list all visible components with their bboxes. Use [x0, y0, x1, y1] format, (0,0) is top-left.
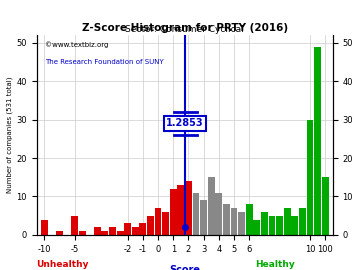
Text: Unhealthy: Unhealthy: [36, 260, 89, 269]
Bar: [124, 223, 131, 235]
Bar: [246, 204, 253, 235]
Bar: [162, 212, 169, 235]
Bar: [306, 120, 313, 235]
Bar: [215, 193, 222, 235]
Bar: [223, 204, 230, 235]
Bar: [139, 223, 146, 235]
Bar: [132, 227, 139, 235]
Bar: [155, 208, 162, 235]
Text: ©www.textbiz.org: ©www.textbiz.org: [45, 41, 109, 48]
Bar: [185, 181, 192, 235]
Text: Healthy: Healthy: [256, 260, 295, 269]
Bar: [261, 212, 268, 235]
Bar: [269, 216, 275, 235]
Y-axis label: Number of companies (531 total): Number of companies (531 total): [7, 77, 13, 193]
Bar: [117, 231, 123, 235]
Bar: [299, 208, 306, 235]
Bar: [276, 216, 283, 235]
Bar: [79, 231, 86, 235]
Bar: [253, 220, 260, 235]
Bar: [322, 177, 329, 235]
Bar: [193, 193, 199, 235]
Bar: [109, 227, 116, 235]
Bar: [56, 231, 63, 235]
Bar: [177, 185, 184, 235]
Bar: [208, 177, 215, 235]
X-axis label: Score: Score: [169, 265, 200, 270]
Text: 1.2853: 1.2853: [166, 119, 204, 129]
Bar: [147, 216, 154, 235]
Title: Z-Score Histogram for PRTY (2016): Z-Score Histogram for PRTY (2016): [82, 23, 288, 33]
Bar: [102, 231, 108, 235]
Bar: [291, 216, 298, 235]
Text: Sector: Consumer Cyclical: Sector: Consumer Cyclical: [125, 25, 244, 34]
Bar: [41, 220, 48, 235]
Bar: [230, 208, 237, 235]
Bar: [71, 216, 78, 235]
Bar: [170, 189, 177, 235]
Text: The Research Foundation of SUNY: The Research Foundation of SUNY: [45, 59, 164, 65]
Bar: [238, 212, 245, 235]
Bar: [314, 47, 321, 235]
Bar: [284, 208, 291, 235]
Bar: [200, 200, 207, 235]
Bar: [94, 227, 101, 235]
